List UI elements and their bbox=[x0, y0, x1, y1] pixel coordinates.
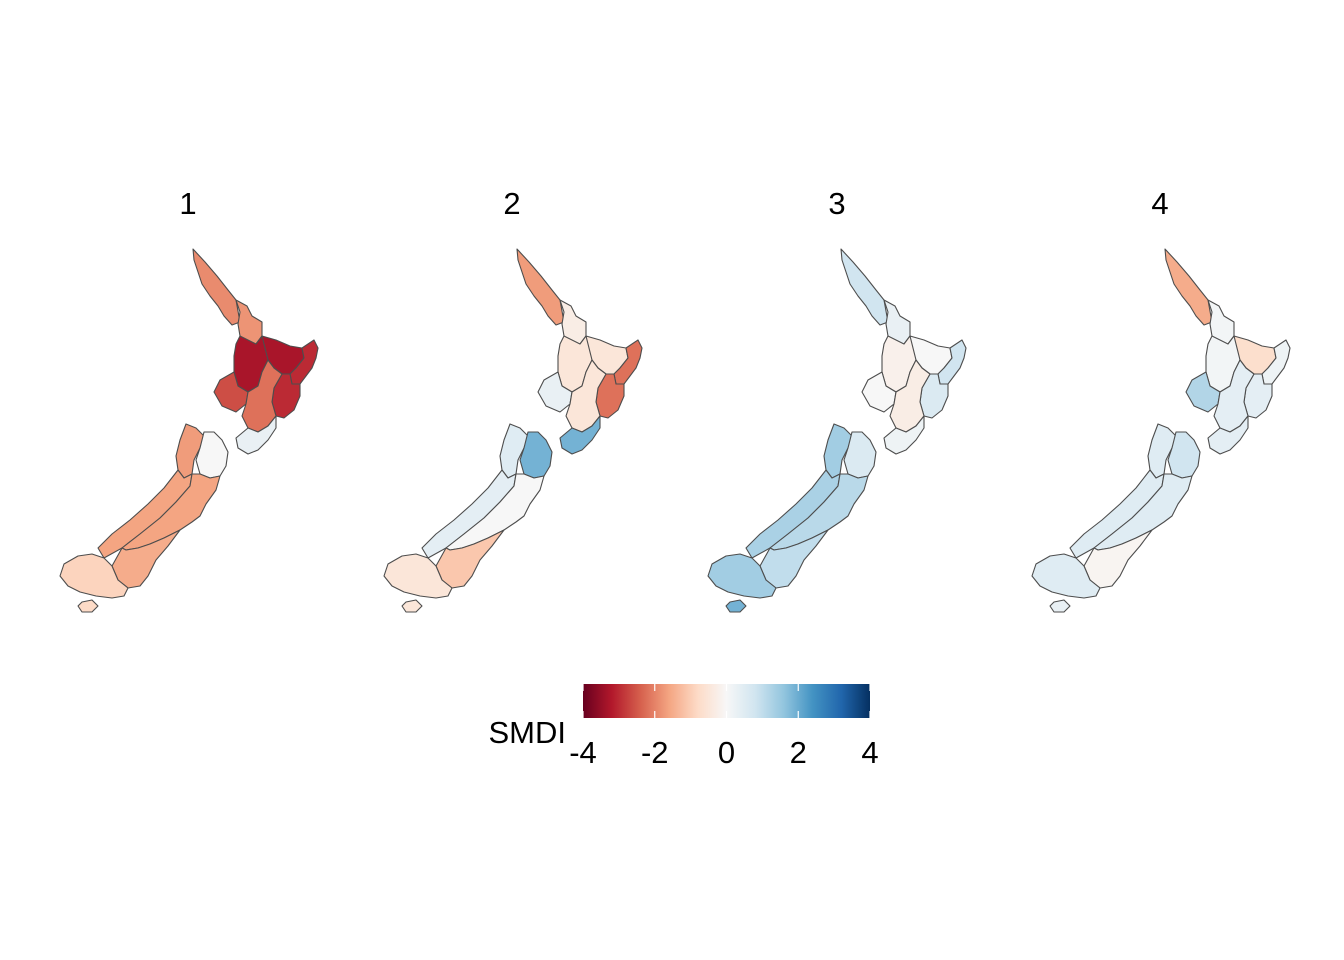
legend-tick-label: -4 bbox=[569, 735, 597, 770]
region-gisborne bbox=[289, 339, 319, 385]
panel-title: 4 bbox=[1151, 186, 1168, 221]
region-gisborne bbox=[613, 339, 643, 385]
region-wellington bbox=[1207, 415, 1249, 455]
region-wellington bbox=[559, 415, 601, 455]
region-taranaki bbox=[1185, 371, 1221, 413]
region-northland bbox=[516, 248, 565, 326]
region-taranaki bbox=[861, 371, 897, 413]
region-wellington bbox=[235, 415, 277, 455]
panel-title: 3 bbox=[828, 186, 845, 221]
region-taranaki bbox=[537, 371, 573, 413]
region-gisborne bbox=[1261, 339, 1291, 385]
panel-title: 1 bbox=[179, 186, 196, 221]
region-taranaki bbox=[213, 371, 249, 413]
legend-tick-label: 0 bbox=[718, 735, 735, 770]
panel-4: 4 bbox=[1031, 186, 1291, 613]
region-northland bbox=[840, 248, 889, 326]
region-manawatu bbox=[241, 359, 283, 433]
panel-2: 2 bbox=[383, 186, 643, 613]
region-wellington bbox=[883, 415, 925, 455]
region-northland bbox=[192, 248, 241, 326]
legend: SMDI -4 -2 0 2 4 bbox=[489, 684, 879, 770]
panel-1: 1 bbox=[59, 186, 319, 613]
region-stewart bbox=[725, 599, 747, 613]
legend-tickmarks bbox=[582, 684, 871, 718]
legend-tick-label: 2 bbox=[790, 735, 807, 770]
legend-tick-label: -2 bbox=[641, 735, 669, 770]
region-manawatu bbox=[1213, 359, 1255, 433]
region-southland bbox=[707, 553, 777, 599]
region-stewart bbox=[401, 599, 423, 613]
region-southland bbox=[383, 553, 453, 599]
region-southland bbox=[1031, 553, 1101, 599]
region-manawatu bbox=[889, 359, 931, 433]
panel-3: 3 bbox=[707, 186, 967, 613]
region-stewart bbox=[1049, 599, 1071, 613]
region-manawatu bbox=[565, 359, 607, 433]
legend-tick-labels: -4 -2 0 2 4 bbox=[569, 735, 878, 770]
region-gisborne bbox=[937, 339, 967, 385]
region-northland bbox=[1164, 248, 1213, 326]
panel-title: 2 bbox=[503, 186, 520, 221]
legend-title: SMDI bbox=[489, 715, 567, 750]
region-southland bbox=[59, 553, 129, 599]
legend-tick-label: 4 bbox=[861, 735, 878, 770]
facet-panels: 1 2 3 4 bbox=[59, 186, 1291, 613]
region-stewart bbox=[77, 599, 99, 613]
